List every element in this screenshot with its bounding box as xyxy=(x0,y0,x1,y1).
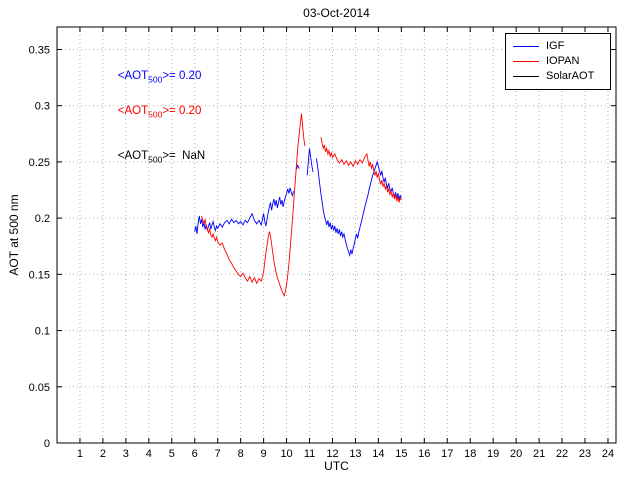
svg-text:0.3: 0.3 xyxy=(35,101,50,113)
svg-text:0.05: 0.05 xyxy=(29,382,50,394)
legend-label: SolarAOT xyxy=(546,70,595,82)
svg-text:0.15: 0.15 xyxy=(29,269,50,281)
annotation-value: >= 0.20 xyxy=(162,105,202,117)
series-iopan-line xyxy=(320,137,402,203)
svg-text:8: 8 xyxy=(238,448,244,460)
svg-text:9: 9 xyxy=(261,448,267,460)
legend-item-igf: IGF xyxy=(513,39,603,54)
svg-text:0.35: 0.35 xyxy=(29,44,50,56)
svg-text:15: 15 xyxy=(395,448,407,460)
svg-text:12: 12 xyxy=(326,448,338,460)
svg-text:16: 16 xyxy=(418,448,430,460)
legend-line-sample xyxy=(513,61,539,62)
tick-labels: 1 2 3 4 5 6 7 8 9 10 11 12 13 14 15 16 17 18 19 20 21 22 23 240… xyxy=(29,44,615,460)
annotation-value: >= NaN xyxy=(162,150,206,162)
svg-text:4: 4 xyxy=(146,448,152,460)
svg-text:0.2: 0.2 xyxy=(35,213,50,225)
svg-text:11: 11 xyxy=(304,448,315,460)
svg-text:18: 18 xyxy=(464,448,476,460)
chart-title: 03-Oct-2014 xyxy=(303,6,370,20)
svg-text:0.25: 0.25 xyxy=(29,157,50,169)
legend-label: IOPAN xyxy=(546,55,580,67)
annotation-sub: 500 xyxy=(148,74,163,85)
svg-text:20: 20 xyxy=(510,448,522,460)
y-axis-label: AOT at 500 nm xyxy=(7,194,21,276)
series-lines xyxy=(194,113,402,297)
legend-label: IGF xyxy=(546,40,565,52)
svg-text:1: 1 xyxy=(77,448,83,460)
annotation-sub: 500 xyxy=(148,109,163,120)
series-igf-line xyxy=(306,148,314,176)
legend-item-iopan: IOPAN xyxy=(513,54,603,69)
svg-text:7: 7 xyxy=(215,448,221,460)
svg-text:2: 2 xyxy=(100,448,106,460)
annotation-sub: 500 xyxy=(148,154,163,165)
svg-text:24: 24 xyxy=(602,448,614,460)
svg-text:10: 10 xyxy=(280,448,292,460)
svg-text:19: 19 xyxy=(487,448,499,460)
svg-text:13: 13 xyxy=(349,448,361,460)
grid-lines xyxy=(57,27,616,444)
svg-text:6: 6 xyxy=(192,448,198,460)
series-igf-line xyxy=(315,158,402,257)
svg-text:0: 0 xyxy=(44,438,50,450)
svg-text:5: 5 xyxy=(169,448,175,460)
legend: IGF IOPAN SolarAOT xyxy=(505,33,611,90)
svg-text:17: 17 xyxy=(441,448,453,460)
annotation-prefix: <AOT xyxy=(117,105,149,117)
legend-line-sample xyxy=(513,46,539,47)
tick-marks xyxy=(57,27,616,444)
annotation-value: >= 0.20 xyxy=(162,70,202,82)
axes-box xyxy=(56,26,617,444)
annotation-prefix: <AOT xyxy=(117,150,149,162)
svg-text:22: 22 xyxy=(556,448,568,460)
svg-text:0.1: 0.1 xyxy=(35,326,50,338)
series-igf-line xyxy=(194,187,294,234)
svg-text:23: 23 xyxy=(579,448,591,460)
svg-text:3: 3 xyxy=(123,448,129,460)
mean-annotation-igf: <AOT500>= 0.20 xyxy=(105,58,202,96)
legend-line-sample xyxy=(513,76,539,77)
mean-annotation-solaraot: <AOT500>= NaN xyxy=(105,138,205,176)
series-iopan-line xyxy=(201,113,306,297)
x-axis-label: UTC xyxy=(324,459,349,473)
annotation-prefix: <AOT xyxy=(117,70,149,82)
mean-annotation-iopan: <AOT500>= 0.20 xyxy=(105,93,202,131)
svg-text:14: 14 xyxy=(372,448,384,460)
svg-text:21: 21 xyxy=(533,448,545,460)
legend-item-solaraot: SolarAOT xyxy=(513,69,603,84)
